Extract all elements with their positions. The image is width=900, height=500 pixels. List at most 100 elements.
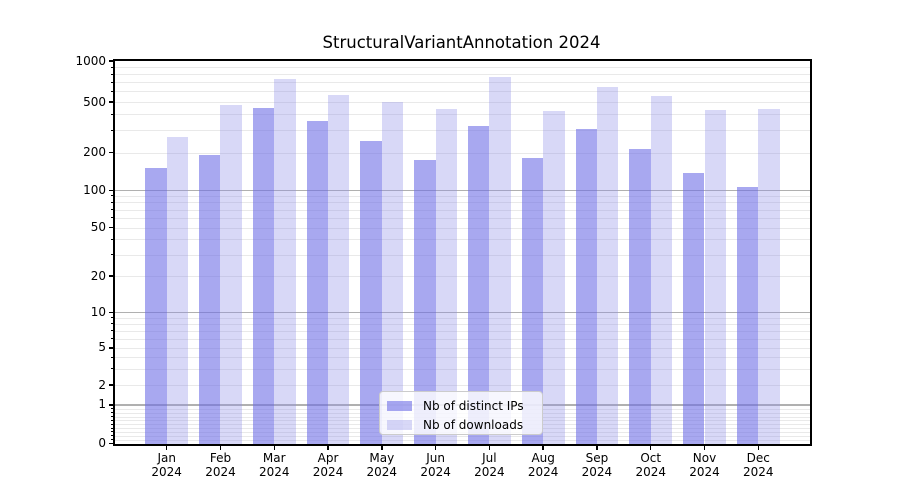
y-minor-tick-mark bbox=[110, 338, 113, 340]
bar-downloads-sep bbox=[596, 87, 619, 444]
minor-gridline bbox=[115, 114, 810, 116]
bar-distinct-ips-jan bbox=[145, 168, 167, 444]
y-minor-tick-mark bbox=[110, 423, 113, 425]
x-tick-month: Oct bbox=[640, 451, 662, 465]
x-tick-mark bbox=[757, 445, 760, 450]
y-minor-tick-mark bbox=[110, 90, 113, 92]
major-gridline bbox=[115, 189, 810, 192]
bar-downloads-jul bbox=[489, 77, 511, 444]
x-tick-mark bbox=[596, 445, 598, 450]
legend-item-downloads: Nb of downloads bbox=[380, 416, 542, 434]
y-minor-tick-mark bbox=[110, 209, 113, 211]
bar-distinct-ips-may bbox=[360, 140, 382, 444]
y-tick-mark bbox=[108, 60, 113, 62]
bar-distinct-ips-jul bbox=[467, 126, 490, 444]
x-tick-mark bbox=[381, 445, 383, 450]
minor-gridline bbox=[115, 195, 810, 197]
minor-gridline bbox=[115, 130, 810, 132]
minor-gridline bbox=[115, 323, 810, 325]
bar-distinct-ips-apr bbox=[306, 120, 329, 444]
legend-item-distinct-ips: Nb of distinct IPs bbox=[380, 397, 542, 415]
y-minor-tick-mark bbox=[110, 317, 113, 319]
x-tick-year: 2024 bbox=[474, 464, 505, 479]
y-minor-tick-mark bbox=[110, 254, 113, 256]
y-minor-tick-mark bbox=[110, 416, 113, 418]
legend-swatch-distinct-ips-icon bbox=[387, 401, 412, 411]
x-tick-label: Apr 2024 bbox=[293, 451, 363, 479]
x-tick-month: Dec bbox=[746, 451, 770, 465]
x-tick-label: Jun 2024 bbox=[401, 451, 471, 479]
minor-gridline bbox=[115, 338, 810, 340]
x-tick-year: 2024 bbox=[258, 464, 290, 479]
x-tick-label: Jul 2024 bbox=[454, 451, 524, 479]
x-tick-mark bbox=[327, 445, 329, 450]
bar-distinct-ips-nov bbox=[683, 173, 705, 444]
minor-gridline bbox=[115, 347, 810, 349]
y-minor-tick-mark bbox=[110, 66, 113, 68]
legend: Nb of distinct IPs Nb of downloads bbox=[379, 391, 543, 435]
y-minor-tick-mark bbox=[110, 356, 113, 358]
y-minor-tick-mark bbox=[110, 419, 113, 421]
x-tick-month: Nov bbox=[692, 451, 717, 465]
y-minor-tick-mark bbox=[110, 101, 113, 103]
y-tick-label: 500 bbox=[83, 94, 106, 109]
y-tick-label: 200 bbox=[83, 145, 106, 160]
bar-distinct-ips-oct bbox=[629, 149, 651, 444]
x-tick-label: Jan 2024 bbox=[132, 451, 202, 479]
y-minor-tick-mark bbox=[110, 368, 113, 370]
minor-gridline bbox=[115, 330, 810, 332]
x-tick-month: Apr bbox=[317, 451, 339, 465]
y-minor-tick-mark bbox=[110, 201, 113, 203]
x-tick-mark bbox=[703, 445, 706, 450]
x-tick-label: Nov 2024 bbox=[670, 451, 740, 479]
minor-gridline bbox=[115, 435, 810, 437]
y-tick-label: 2 bbox=[98, 377, 106, 392]
y-minor-tick-mark bbox=[110, 323, 113, 325]
legend-swatch-downloads-icon bbox=[387, 420, 412, 430]
minor-gridline bbox=[115, 439, 810, 441]
y-tick-label: 10 bbox=[90, 304, 106, 319]
y-minor-tick-mark bbox=[110, 217, 113, 219]
minor-gridline bbox=[115, 152, 810, 154]
bar-downloads-dec bbox=[758, 108, 780, 444]
bar-distinct-ips-feb bbox=[199, 154, 221, 444]
x-tick-year: 2024 bbox=[205, 464, 236, 479]
major-gridline bbox=[115, 311, 810, 314]
x-tick-label: Feb 2024 bbox=[185, 451, 255, 479]
x-tick-label: Oct 2024 bbox=[616, 451, 686, 479]
x-tick-mark bbox=[219, 445, 222, 450]
minor-gridline bbox=[115, 91, 810, 93]
y-minor-tick-mark bbox=[110, 330, 113, 332]
y-tick-label: 1000 bbox=[75, 53, 106, 68]
y-minor-tick-mark bbox=[110, 431, 113, 433]
y-minor-tick-mark bbox=[110, 152, 113, 154]
x-tick-year: 2024 bbox=[527, 464, 559, 479]
x-tick-label: Aug 2024 bbox=[508, 451, 578, 479]
minor-gridline bbox=[115, 276, 810, 277]
y-tick-mark bbox=[108, 404, 113, 406]
legend-label-downloads: Nb of downloads bbox=[423, 418, 524, 432]
x-tick-mark bbox=[273, 445, 275, 450]
minor-gridline bbox=[115, 368, 810, 370]
minor-gridline bbox=[115, 217, 810, 219]
minor-gridline bbox=[115, 82, 810, 84]
x-tick-year: 2024 bbox=[689, 464, 720, 479]
minor-gridline bbox=[115, 317, 810, 319]
minor-gridline bbox=[115, 102, 810, 103]
bar-downloads-oct bbox=[650, 95, 673, 444]
y-minor-tick-mark bbox=[110, 384, 113, 386]
bar-downloads-mar bbox=[274, 78, 296, 444]
x-tick-label: Mar 2024 bbox=[239, 451, 309, 479]
x-tick-month: Mar bbox=[262, 451, 286, 465]
y-tick-label: 50 bbox=[90, 220, 106, 235]
x-tick-year: 2024 bbox=[420, 464, 451, 479]
minor-gridline bbox=[115, 254, 810, 256]
y-minor-tick-mark bbox=[110, 113, 113, 115]
y-minor-tick-mark bbox=[110, 412, 113, 414]
minor-gridline bbox=[115, 74, 810, 76]
y-tick-mark bbox=[108, 189, 113, 192]
bar-distinct-ips-sep bbox=[575, 128, 597, 444]
y-minor-tick-mark bbox=[110, 347, 113, 349]
x-tick-month: Jan bbox=[157, 451, 176, 465]
bar-downloads-apr bbox=[328, 94, 350, 444]
